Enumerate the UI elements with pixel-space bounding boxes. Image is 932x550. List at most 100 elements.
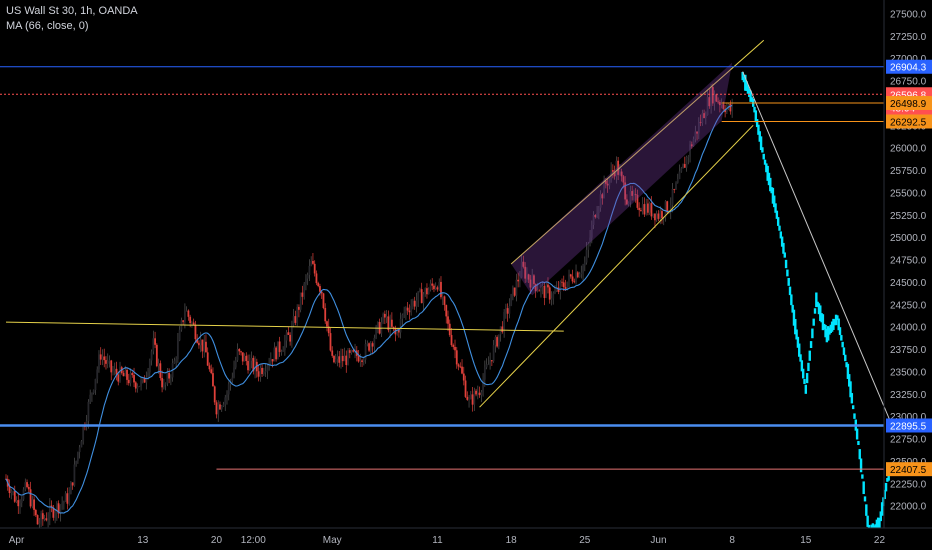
candle-body xyxy=(704,114,707,119)
candle-body xyxy=(184,311,186,322)
x-tick-label: 20 xyxy=(211,535,223,546)
candle-body xyxy=(305,278,307,284)
candle-body xyxy=(397,329,400,333)
projection-bar xyxy=(828,327,831,335)
candle-body xyxy=(689,144,691,157)
candle-body xyxy=(478,392,481,396)
projection-bar xyxy=(745,81,748,92)
candle-body xyxy=(347,350,349,365)
candle-body xyxy=(673,189,676,190)
projection-bar xyxy=(836,315,839,321)
projection-bar xyxy=(778,225,781,231)
candle-body xyxy=(383,313,386,318)
projection-bar xyxy=(741,71,744,81)
candle xyxy=(317,281,320,288)
candle xyxy=(378,318,381,335)
candle-body xyxy=(294,316,297,323)
candle-body xyxy=(692,138,695,147)
candle xyxy=(497,334,500,350)
candle-body xyxy=(269,359,272,364)
candle xyxy=(582,263,584,281)
candle-body xyxy=(208,365,211,370)
candle xyxy=(657,210,660,222)
candle-body xyxy=(308,265,311,275)
candle xyxy=(69,481,72,495)
candle xyxy=(401,313,404,326)
candle-body xyxy=(729,103,732,112)
candle-body xyxy=(345,355,348,365)
price-tag: 26292.5 xyxy=(890,117,927,128)
candle xyxy=(126,368,128,386)
candle-body xyxy=(271,359,274,362)
candle xyxy=(241,352,244,366)
candle-body xyxy=(264,371,267,373)
candle-body xyxy=(69,482,72,495)
candle-body xyxy=(650,203,653,217)
candle xyxy=(77,451,79,464)
candle-body xyxy=(617,160,620,175)
candle xyxy=(238,348,241,355)
candle-body xyxy=(522,261,525,267)
candle-body xyxy=(119,367,121,382)
candle-body xyxy=(20,499,23,503)
candle xyxy=(624,176,627,206)
candle xyxy=(610,162,613,183)
candle xyxy=(94,378,97,395)
candle-body xyxy=(101,356,104,360)
candle xyxy=(105,356,107,370)
x-tick-label: 18 xyxy=(506,535,518,546)
candle-body xyxy=(641,204,644,212)
candle-body xyxy=(576,272,579,278)
candle xyxy=(633,189,635,201)
candle xyxy=(485,358,488,370)
candle xyxy=(475,388,477,397)
candle-body xyxy=(596,213,598,218)
candle xyxy=(382,312,385,324)
candle xyxy=(110,359,113,381)
candle xyxy=(276,341,279,360)
candle-body xyxy=(652,213,655,217)
y-tick-label: 25750.0 xyxy=(890,166,927,177)
projection-bar xyxy=(804,384,808,394)
candle-body xyxy=(473,390,476,405)
candle xyxy=(631,185,634,201)
candle xyxy=(89,389,92,405)
projection-bar xyxy=(790,294,793,306)
candle-body xyxy=(189,316,192,324)
candle xyxy=(213,385,216,405)
candle xyxy=(547,277,549,294)
candle xyxy=(350,349,353,355)
candle xyxy=(366,340,369,347)
candle-body xyxy=(457,364,460,367)
price-tag-bg xyxy=(886,96,932,111)
candle xyxy=(245,352,248,366)
candle-body xyxy=(340,355,342,363)
candle-body xyxy=(322,293,325,308)
candle-body xyxy=(424,288,427,295)
candle-body xyxy=(364,344,367,360)
candle xyxy=(375,324,377,340)
candle xyxy=(406,302,409,315)
candle-body xyxy=(643,204,646,215)
candle xyxy=(589,230,591,247)
candle-body xyxy=(683,164,686,168)
candle-body xyxy=(661,211,663,219)
candle-body xyxy=(352,350,355,352)
candle-body xyxy=(429,283,432,290)
candle-body xyxy=(611,170,614,172)
candle-body xyxy=(562,282,565,288)
projection-bar xyxy=(766,165,769,181)
candle xyxy=(134,381,137,393)
candle xyxy=(599,190,602,212)
candle-body xyxy=(317,283,320,287)
candle-body xyxy=(313,263,316,274)
candle xyxy=(466,391,469,401)
projection-bar xyxy=(862,481,865,495)
candle-body xyxy=(245,355,248,361)
candle-body xyxy=(529,279,532,288)
candle xyxy=(489,352,491,370)
candle-body xyxy=(40,513,42,524)
candle-body xyxy=(85,421,88,427)
candle xyxy=(71,482,74,490)
